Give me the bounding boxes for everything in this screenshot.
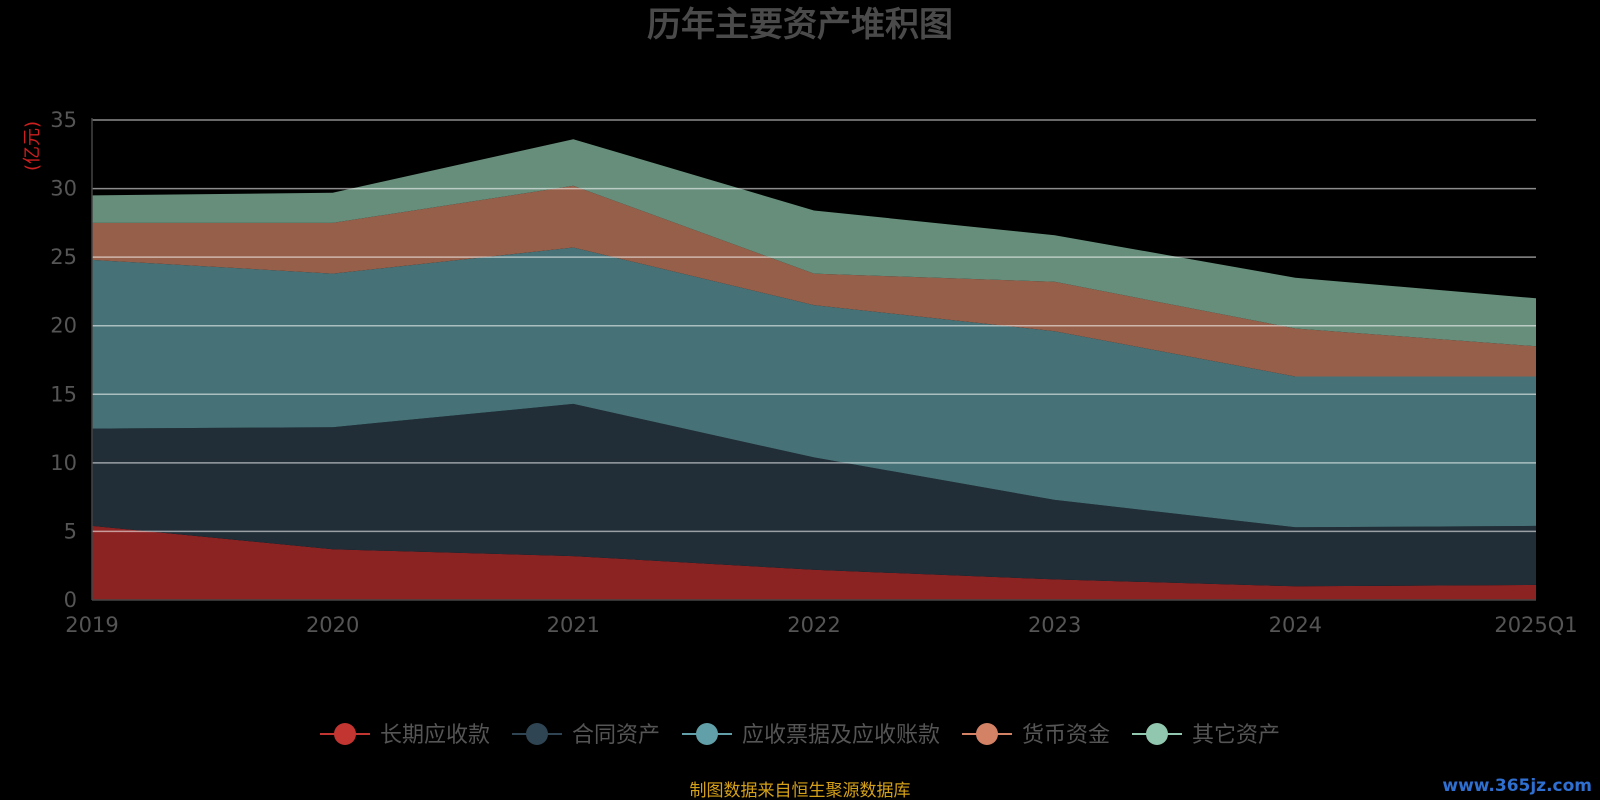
legend-marker-4	[1146, 723, 1168, 745]
legend-item-4[interactable]: 其它资产	[1132, 723, 1280, 748]
area-series-1	[92, 403, 1536, 587]
y-tick-label-6: 30	[50, 177, 77, 201]
y-tick-label-4: 20	[50, 314, 77, 338]
legend-marker-2	[696, 723, 718, 745]
legend-marker-0	[334, 723, 356, 745]
legend[interactable]: 长期应收款 合同资产 应收票据及应收账款 货币资金 其它资产	[320, 723, 1280, 748]
legend-item-0[interactable]: 长期应收款	[320, 723, 490, 748]
legend-item-3[interactable]: 货币资金	[962, 723, 1110, 748]
axes	[91, 118, 1536, 601]
legend-marker-1	[526, 723, 548, 745]
watermark: www.365jz.com	[1442, 776, 1592, 796]
legend-label-4: 其它资产	[1192, 723, 1280, 748]
area-series-4	[92, 139, 1536, 347]
area-series-3	[92, 185, 1536, 377]
y-tick-label-1: 5	[64, 519, 77, 543]
legend-label-0: 长期应收款	[380, 723, 490, 748]
legend-label-2: 应收票据及应收账款	[742, 723, 940, 748]
y-tick-label-7: 35	[50, 108, 77, 132]
x-tick-label-2: 2021	[547, 613, 600, 637]
legend-label-3: 货币资金	[1022, 723, 1110, 748]
x-tick-label-1: 2020	[306, 613, 359, 637]
y-tick-labels: 0 5 10 15 20 25 30 35	[50, 108, 77, 612]
x-tick-label-5: 2024	[1269, 613, 1322, 637]
x-tick-label-0: 2019	[65, 613, 118, 637]
area-series-0	[92, 525, 1536, 600]
y-tick-label-5: 25	[50, 245, 77, 269]
x-tick-label-6: 2025Q1	[1494, 613, 1577, 637]
legend-item-1[interactable]: 合同资产	[512, 723, 660, 748]
area-series-2	[92, 247, 1536, 528]
y-axis-label: (亿元)	[22, 121, 43, 171]
x-tick-labels: 2019 2020 2021 2022 2023 2024 2025Q1	[65, 613, 1577, 637]
data-source-note: 制图数据来自恒生聚源数据库	[690, 781, 911, 800]
chart-title: 历年主要资产堆积图	[647, 5, 953, 45]
legend-marker-3	[976, 723, 998, 745]
x-tick-label-3: 2022	[787, 613, 840, 637]
y-tick-label-3: 15	[50, 382, 77, 406]
y-tick-label-0: 0	[64, 588, 77, 612]
grid-lines	[92, 119, 1536, 533]
area-layers	[92, 139, 1536, 600]
y-tick-label-2: 10	[50, 451, 77, 475]
legend-item-2[interactable]: 应收票据及应收账款	[682, 723, 940, 748]
legend-label-1: 合同资产	[572, 723, 660, 748]
x-tick-label-4: 2023	[1028, 613, 1081, 637]
